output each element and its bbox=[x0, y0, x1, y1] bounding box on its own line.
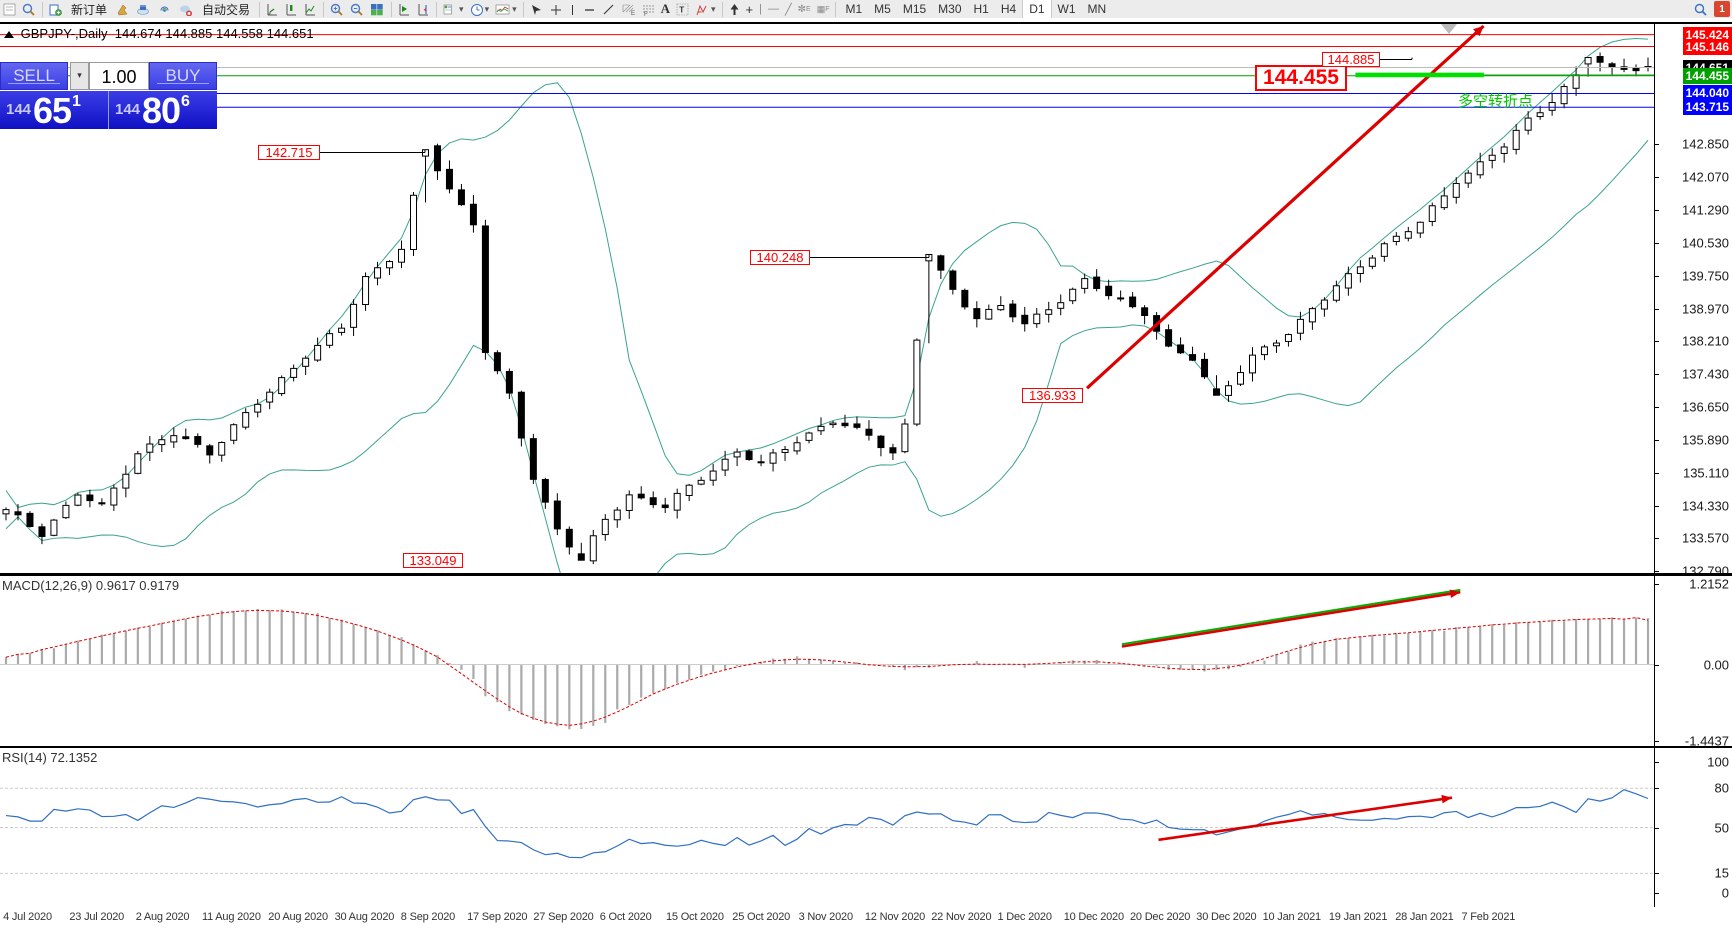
svg-text:E: E bbox=[631, 11, 635, 16]
svg-text:F: F bbox=[644, 12, 648, 16]
svg-text:T: T bbox=[679, 5, 684, 14]
